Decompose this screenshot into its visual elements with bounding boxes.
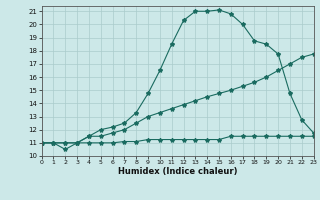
X-axis label: Humidex (Indice chaleur): Humidex (Indice chaleur) bbox=[118, 167, 237, 176]
